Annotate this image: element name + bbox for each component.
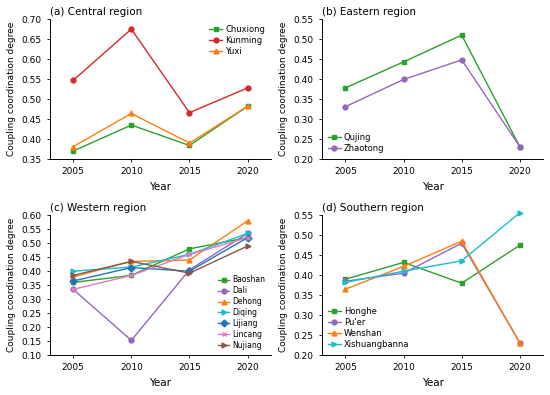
Diqing [70, 269, 76, 274]
Nujiang [128, 259, 135, 264]
Xishuangbanna [516, 211, 523, 215]
Diqing [128, 265, 135, 269]
Zhaotong [516, 144, 523, 149]
X-axis label: Year: Year [150, 182, 172, 192]
Lijiang [70, 278, 76, 283]
Dali [244, 231, 251, 236]
Kunming [128, 27, 135, 32]
Legend: Chuxiong, Kunming, Yuxi: Chuxiong, Kunming, Yuxi [207, 23, 267, 58]
Line: Yuxi: Yuxi [71, 104, 250, 149]
Honghe [516, 243, 523, 248]
Line: Pu'er: Pu'er [343, 241, 522, 345]
Nujiang [186, 271, 192, 276]
Line: Lincang: Lincang [71, 235, 250, 292]
Yuxi [244, 104, 251, 109]
Diqing [244, 231, 251, 236]
Dali [70, 287, 76, 292]
Xishuangbanna [342, 280, 349, 285]
Line: Wenshan: Wenshan [343, 239, 522, 345]
Pu'er [342, 279, 349, 284]
Nujiang [70, 273, 76, 278]
Chuxiong [244, 104, 251, 109]
Qujing [400, 60, 407, 64]
Baoshan [244, 235, 251, 240]
Pu'er [458, 241, 465, 246]
Line: Baoshan: Baoshan [71, 235, 250, 285]
Y-axis label: Coupling coordination degree: Coupling coordination degree [279, 22, 288, 156]
Pu'er [400, 271, 407, 276]
Dehong [186, 258, 192, 262]
Line: Xishuangbanna: Xishuangbanna [343, 211, 522, 285]
Text: (a) Central region: (a) Central region [50, 7, 142, 17]
Zhaotong [400, 77, 407, 82]
Lijiang [244, 235, 251, 240]
Dehong [128, 259, 135, 264]
Wenshan [400, 264, 407, 269]
Xishuangbanna [400, 269, 407, 274]
X-axis label: Year: Year [422, 378, 444, 388]
Line: Diqing: Diqing [71, 231, 250, 274]
Dehong [70, 275, 76, 279]
Nujiang [244, 244, 251, 248]
Honghe [400, 260, 407, 265]
Baoshan [70, 280, 76, 285]
Qujing [516, 144, 523, 149]
Line: Dehong: Dehong [71, 218, 250, 279]
Kunming [186, 110, 192, 115]
Lincang [244, 235, 251, 240]
Zhaotong [458, 58, 465, 62]
X-axis label: Year: Year [422, 182, 444, 192]
Lincang [70, 287, 76, 292]
Line: Honghe: Honghe [343, 243, 522, 286]
Chuxiong [70, 149, 76, 153]
Yuxi [70, 144, 76, 149]
Qujing [458, 33, 465, 38]
Zhaotong [342, 104, 349, 109]
Baoshan [128, 273, 135, 278]
Lijiang [128, 265, 135, 270]
Text: (c) Western region: (c) Western region [50, 203, 146, 213]
Text: (b) Eastern region: (b) Eastern region [322, 7, 416, 17]
Yuxi [186, 141, 192, 145]
Line: Zhaotong: Zhaotong [343, 57, 522, 149]
Legend: Honghe, Pu'er, Wenshan, Xishuangbanna: Honghe, Pu'er, Wenshan, Xishuangbanna [326, 305, 411, 351]
Chuxiong [186, 143, 192, 148]
Wenshan [342, 287, 349, 292]
Wenshan [458, 239, 465, 244]
Y-axis label: Coupling coordination degree: Coupling coordination degree [279, 218, 288, 352]
Lijiang [186, 269, 192, 274]
Kunming [244, 85, 251, 90]
Y-axis label: Coupling coordination degree: Coupling coordination degree [7, 22, 16, 156]
Xishuangbanna [458, 258, 465, 263]
Line: Kunming: Kunming [71, 27, 250, 115]
Y-axis label: Coupling coordination degree: Coupling coordination degree [7, 218, 16, 352]
Diqing [186, 252, 192, 257]
Pu'er [516, 340, 523, 345]
Line: Lijiang: Lijiang [71, 235, 250, 284]
Dali [186, 267, 192, 272]
Chuxiong [128, 123, 135, 128]
Wenshan [516, 340, 523, 345]
Dehong [244, 218, 251, 223]
Kunming [70, 78, 76, 83]
Yuxi [128, 111, 135, 116]
Text: (d) Southern region: (d) Southern region [322, 203, 424, 213]
Honghe [458, 281, 465, 286]
Line: Qujing: Qujing [343, 33, 522, 149]
Legend: Baoshan, Dali, Dehong, Diqing, Lijiang, Lincang, Nujiang: Baoshan, Dali, Dehong, Diqing, Lijiang, … [217, 274, 267, 351]
Honghe [342, 277, 349, 282]
Qujing [342, 85, 349, 90]
Baoshan [186, 246, 192, 251]
Lincang [186, 252, 192, 257]
X-axis label: Year: Year [150, 378, 172, 388]
Legend: Qujing, Zhaotong: Qujing, Zhaotong [326, 132, 386, 155]
Line: Dali: Dali [71, 231, 250, 343]
Line: Chuxiong: Chuxiong [71, 104, 250, 154]
Dali [128, 338, 135, 343]
Lincang [128, 273, 135, 278]
Line: Nujiang: Nujiang [71, 244, 250, 278]
